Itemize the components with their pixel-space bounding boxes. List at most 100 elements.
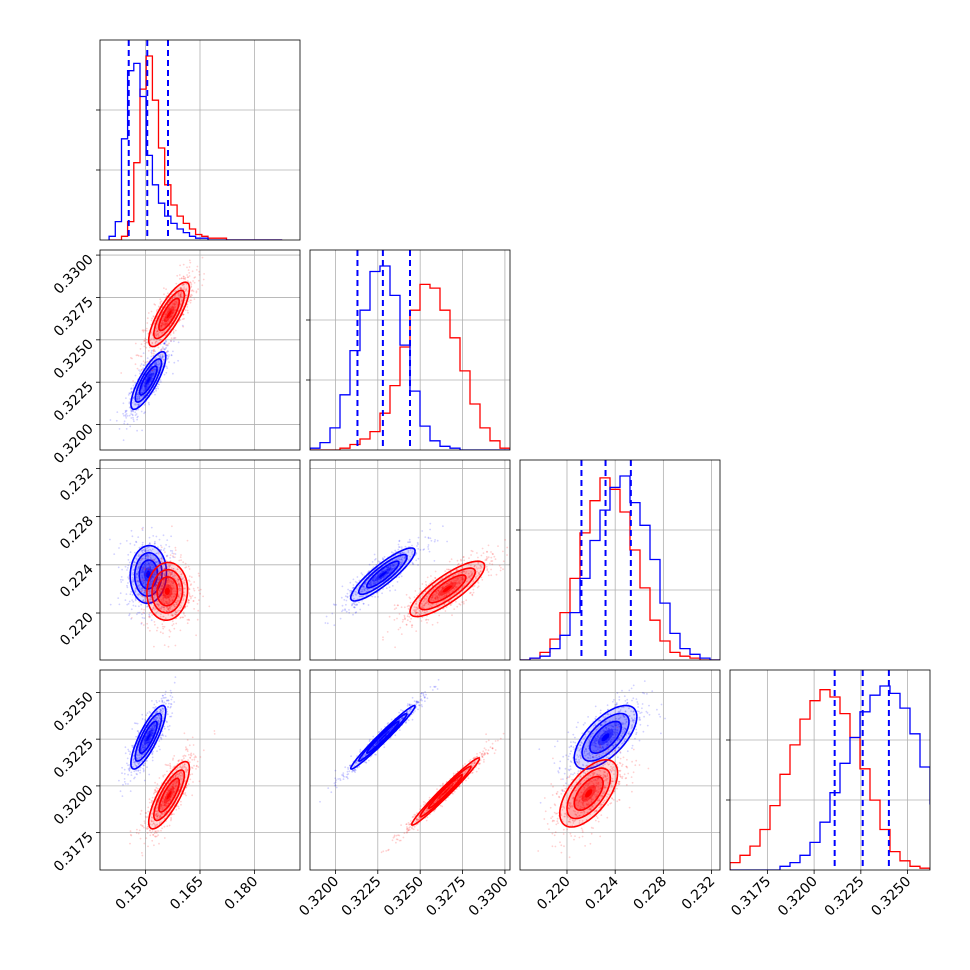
scatter-point <box>181 772 184 775</box>
scatter-point <box>145 329 148 332</box>
scatter-point <box>132 759 135 761</box>
scatter-point <box>373 582 375 584</box>
scatter-point <box>180 291 183 294</box>
scatter-point <box>165 566 168 569</box>
histogram-blue <box>520 475 720 660</box>
scatter-point <box>147 568 150 570</box>
scatter-point <box>368 583 371 585</box>
scatter-point <box>164 735 167 737</box>
scatter-point <box>167 607 170 610</box>
scatter-point <box>153 571 156 574</box>
scatter-point <box>169 605 172 608</box>
scatter-point <box>468 576 471 579</box>
scatter-point <box>148 616 151 619</box>
scatter-point <box>154 724 157 727</box>
scatter-point <box>157 719 160 722</box>
scatter-point <box>158 716 161 719</box>
scatter-point <box>155 598 158 601</box>
scatter-point <box>164 574 167 577</box>
scatter-point <box>164 323 167 326</box>
scatter-point <box>153 722 156 725</box>
scatter-point <box>158 318 161 320</box>
scatter-point <box>180 767 183 770</box>
scatter-point <box>398 558 401 561</box>
scatter-point <box>143 565 146 568</box>
scatter-point <box>446 540 448 543</box>
scatter-point <box>142 570 144 573</box>
scatter-point <box>160 544 162 547</box>
scatter-point <box>150 727 153 730</box>
scatter-point <box>485 565 488 568</box>
scatter-point <box>177 595 180 598</box>
scatter-point <box>455 586 457 588</box>
scatter-point <box>153 725 156 727</box>
scatter-point <box>155 340 158 343</box>
scatter-point <box>150 569 152 571</box>
scatter-point <box>175 300 177 303</box>
contour-line <box>158 297 181 332</box>
scatter-point <box>165 544 168 546</box>
scatter-point <box>150 820 153 823</box>
panel-frame <box>729 669 931 871</box>
scatter-point <box>171 614 174 617</box>
scatter-point <box>392 552 395 555</box>
scatter-point <box>113 553 116 555</box>
scatter-point <box>400 546 403 548</box>
scatter-point <box>149 581 152 584</box>
scatter-point <box>385 587 388 590</box>
scatter-point <box>163 342 166 344</box>
scatter-point <box>355 587 358 590</box>
scatter-point <box>166 770 168 773</box>
scatter-point <box>187 759 190 761</box>
scatter-point <box>180 287 183 290</box>
scatter-point <box>163 727 166 730</box>
scatter-point <box>422 600 425 603</box>
scatter-point <box>407 550 410 552</box>
scatter-point <box>469 591 472 594</box>
scatter-point <box>149 565 152 568</box>
scatter-point <box>186 539 189 542</box>
scatter-point <box>124 783 127 785</box>
scatter-point <box>141 388 143 390</box>
scatter-point <box>143 362 146 364</box>
scatter-point <box>158 579 160 581</box>
scatter-point <box>146 317 149 320</box>
scatter-point <box>161 356 164 359</box>
scatter-point <box>148 372 151 375</box>
scatter-point <box>169 560 172 563</box>
scatter-point <box>160 322 163 325</box>
scatter-point <box>160 300 163 303</box>
scatter-point <box>164 693 167 696</box>
scatter-point <box>161 321 164 324</box>
scatter-point <box>382 558 384 561</box>
scatter-point <box>142 767 145 770</box>
scatter-point <box>140 363 143 365</box>
scatter-point <box>179 295 182 297</box>
scatter-point <box>156 603 158 606</box>
scatter-point <box>438 614 441 617</box>
scatter-point <box>171 525 173 528</box>
scatter-point <box>135 541 138 544</box>
scatter-point <box>159 573 162 576</box>
scatter-point <box>379 579 382 582</box>
scatter-point <box>170 692 173 694</box>
scatter-point <box>415 603 418 605</box>
scatter-point <box>453 580 455 582</box>
scatter-point <box>458 603 461 605</box>
scatter-point <box>343 599 346 601</box>
scatter-point <box>170 337 173 340</box>
scatter-point <box>153 718 155 720</box>
scatter-point <box>160 325 163 328</box>
histogram-blue <box>310 265 510 450</box>
scatter-point <box>190 583 193 585</box>
scatter-point <box>175 603 178 606</box>
scatter-point <box>485 558 488 560</box>
scatter-point <box>497 545 499 547</box>
scatter-point <box>171 315 174 317</box>
scatter-point <box>422 604 424 607</box>
scatter-point <box>491 563 494 566</box>
contour-line <box>134 712 163 762</box>
scatter-point <box>137 769 140 772</box>
scatter-point <box>176 568 179 571</box>
scatter-point <box>135 769 138 772</box>
